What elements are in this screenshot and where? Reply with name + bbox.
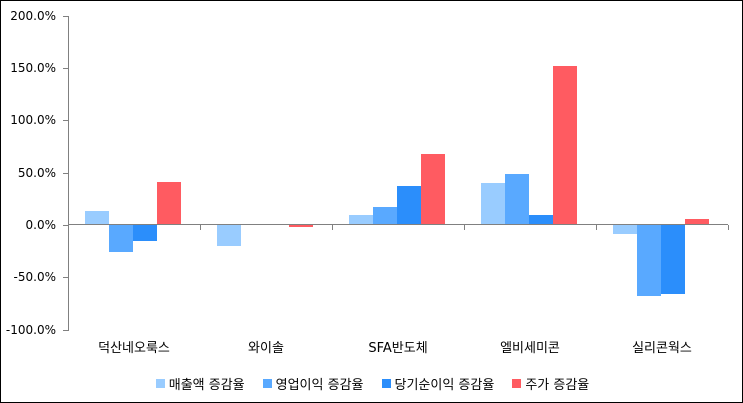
y-axis-tick-mark	[63, 173, 68, 174]
bar-매출액 증감율-덕산네오룩스	[85, 211, 109, 225]
bar-매출액 증감율-SFA반도체	[349, 214, 373, 225]
category-label-와이솔: 와이솔	[248, 341, 284, 356]
legend-item-영업이익 증감율: 영업이익 증감율	[262, 374, 364, 393]
x-axis-tick-mark	[728, 225, 729, 230]
legend-label: 당기순이익 증감율	[394, 377, 495, 393]
legend-label: 매출액 증감율	[168, 377, 245, 393]
legend-swatch-icon	[512, 378, 522, 388]
category-label-실리콘웍스: 실리콘웍스	[632, 341, 692, 356]
bar-당기순이익 증감율-덕산네오룩스	[133, 225, 157, 241]
bar-당기순이익 증감율-엘비세미콘	[529, 214, 553, 225]
x-axis-tick-mark	[332, 225, 333, 230]
legend-swatch-icon	[155, 378, 165, 388]
bar-주가 증감율-실리콘웍스	[685, 218, 709, 225]
y-axis-tick-label: 150.0%	[10, 60, 56, 75]
x-axis-tick-mark	[596, 225, 597, 230]
y-axis-tick-mark	[63, 68, 68, 69]
bar-영업이익 증감율-실리콘웍스	[637, 225, 661, 297]
legend-item-주가 증감율: 주가 증감율	[512, 374, 589, 393]
legend-label: 주가 증감율	[525, 377, 590, 393]
bar-매출액 증감율-실리콘웍스	[613, 225, 637, 235]
bar-영업이익 증감율-덕산네오룩스	[109, 225, 133, 253]
y-axis-tick-mark	[63, 225, 68, 226]
y-axis-tick-label: 50.0%	[17, 165, 56, 180]
bar-영업이익 증감율-SFA반도체	[373, 207, 397, 225]
legend-item-당기순이익 증감율: 당기순이익 증감율	[381, 374, 495, 393]
x-axis-tick-mark	[464, 225, 465, 230]
legend-swatch-icon	[381, 378, 391, 388]
bar-매출액 증감율-엘비세미콘	[481, 183, 505, 225]
x-axis-tick-mark	[68, 225, 69, 230]
y-axis-tick-label: -100.0%	[5, 322, 56, 337]
y-axis-tick-label: 100.0%	[10, 113, 56, 128]
y-axis-tick-label: 200.0%	[10, 8, 56, 23]
category-label-SFA반도체: SFA반도체	[368, 341, 428, 356]
y-axis-tick-label: 0.0%	[25, 218, 57, 232]
bar-주가 증감율-덕산네오룩스	[157, 182, 181, 225]
bar-당기순이익 증감율-SFA반도체	[397, 186, 421, 225]
category-label-엘비세미콘: 엘비세미콘	[500, 341, 560, 356]
legend-swatch-icon	[262, 378, 272, 388]
x-axis-line	[68, 224, 728, 225]
legend-item-매출액 증감율: 매출액 증감율	[155, 374, 245, 393]
chart-legend: 매출액 증감율 영업이익 증감율 당기순이익 증감율 주가 증감율	[1, 373, 742, 393]
y-axis-tick-label: -50.0%	[13, 270, 56, 285]
legend-label: 영업이익 증감율	[275, 377, 364, 393]
bar-주가 증감율-엘비세미콘	[553, 65, 577, 225]
y-axis-line	[68, 16, 69, 331]
bar-당기순이익 증감율-실리콘웍스	[661, 225, 685, 295]
bar-매출액 증감율-와이솔	[217, 225, 241, 246]
y-axis-tick-mark	[63, 120, 68, 121]
y-axis-tick-mark	[63, 330, 68, 331]
y-axis-tick-mark	[63, 16, 68, 17]
bar-주가 증감율-와이솔	[289, 225, 313, 228]
x-axis-tick-mark	[200, 225, 201, 230]
bar-주가 증감율-SFA반도체	[421, 153, 445, 225]
category-label-덕산네오룩스: 덕산네오룩스	[98, 341, 170, 356]
y-axis-tick-mark	[63, 277, 68, 278]
bar-영업이익 증감율-엘비세미콘	[505, 173, 529, 225]
